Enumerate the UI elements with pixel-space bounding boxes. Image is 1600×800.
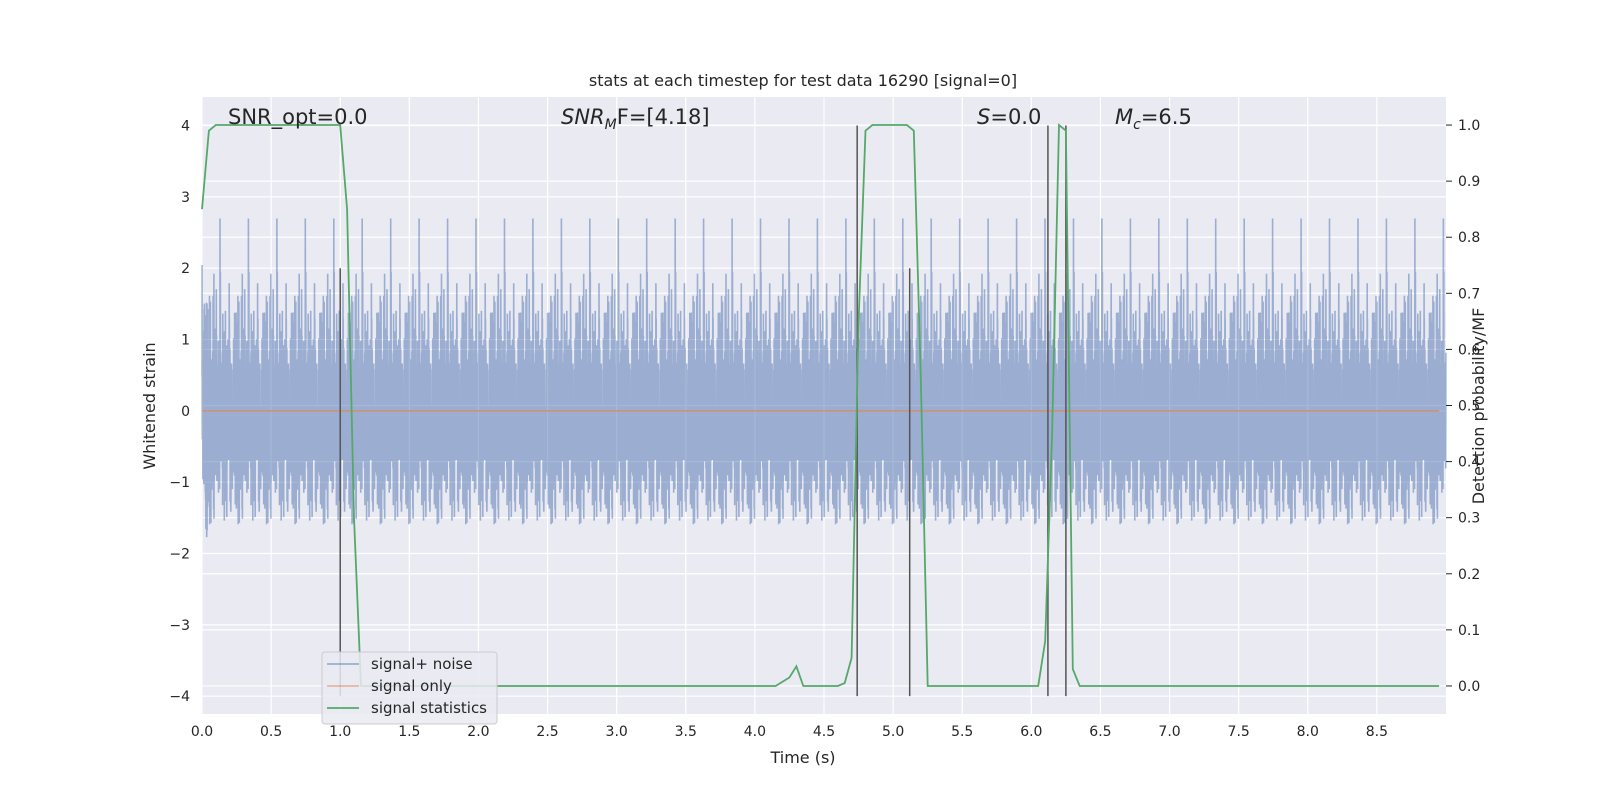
x-tick-label-17: 8.5: [1366, 724, 1388, 740]
annotation-mc-value: =6.5: [1141, 105, 1192, 129]
x-tick-label-8: 4.0: [744, 724, 766, 740]
chart-title: stats at each timestep for test data 162…: [589, 71, 1017, 90]
x-tick-label-14: 7.0: [1158, 724, 1180, 740]
series-signal-statistics: [201, 123, 1440, 687]
annotation-s-value: =0.0: [990, 105, 1041, 129]
legend-label-statistics: signal statistics: [371, 699, 487, 717]
y-left-tick-label-0: −4: [169, 689, 190, 705]
y-left-tick-label-1: −3: [169, 618, 190, 634]
y-axis-left-ticks: −4 −3 −2 −1 0 1 2 3 4: [169, 119, 190, 706]
y-right-tick-label-7: 0.7: [1458, 286, 1480, 302]
annotation-mc-label: M: [1115, 105, 1133, 129]
y-right-tick-label-1: 0.1: [1458, 623, 1480, 639]
x-tick-label-11: 5.5: [951, 724, 973, 740]
x-tick-label-15: 7.5: [1228, 724, 1250, 740]
y-right-tick-label-9: 0.9: [1458, 174, 1480, 190]
y-left-tick-label-2: −2: [169, 547, 190, 563]
annotation-mc-subscript: c: [1133, 117, 1141, 133]
annotation-snr-opt: SNR_opt=0.0: [228, 105, 368, 130]
y-right-tick-label-8: 0.8: [1458, 230, 1480, 246]
x-tick-label-2: 1.0: [329, 724, 351, 740]
annotation-snr-mf-subscript: M: [605, 117, 617, 133]
x-tick-label-13: 6.5: [1089, 724, 1111, 740]
noise-trace: [201, 218, 1447, 538]
y-left-tick-label-7: 3: [181, 190, 190, 206]
y-right-tick-label-3: 0.3: [1458, 511, 1480, 527]
annotation-snr-mf-value: F=[4.18]: [617, 105, 710, 129]
y-left-tick-label-8: 4: [181, 119, 190, 135]
x-tick-label-1: 0.5: [260, 724, 282, 740]
annotation-s-label: S: [977, 105, 990, 129]
x-tick-label-7: 3.5: [675, 724, 697, 740]
plot-area: [201, 97, 1447, 714]
x-tick-label-4: 2.0: [467, 724, 489, 740]
annotation-snr-mf: SNRMF=[4.18]: [561, 105, 710, 133]
y-axis-right-ticks: 0.0 0.1 0.2 0.3 0.4 0.5 0.6 0.7 0.8 0.9 1.0: [1446, 118, 1480, 695]
y-right-tick-label-5: 0.5: [1458, 399, 1480, 415]
legend: signal+ noise signal only signal statist…: [321, 651, 498, 725]
x-tick-label-9: 4.5: [813, 724, 835, 740]
y-right-tick-label-2: 0.2: [1458, 567, 1480, 583]
y-left-tick-label-5: 1: [181, 333, 190, 349]
y-left-tick-label-3: −1: [169, 475, 190, 491]
x-tick-label-0: 0.0: [191, 724, 213, 740]
y-axis-right-label: Detection probability/MF: [1469, 308, 1488, 505]
y-left-tick-label-4: 0: [181, 404, 190, 420]
x-axis-ticks: 0.0 0.5 1.0 1.5 2.0 2.5 3.0 3.5 4.0 4.5 5.0 5.5 6.0 6…: [191, 724, 1388, 740]
y-left-tick-label-6: 2: [181, 261, 190, 277]
y-axis-left-label: Whitened strain: [140, 342, 159, 469]
annotation-mc: Mc=6.5: [1115, 105, 1192, 133]
annotation-s: S=0.0: [977, 105, 1041, 129]
x-tick-label-6: 3.0: [606, 724, 628, 740]
series-signal-plus-noise: [201, 218, 1447, 538]
annotation-snr-mf-label: SNR: [561, 105, 605, 129]
legend-label-signal-only: signal only: [371, 677, 452, 695]
x-tick-label-12: 6.0: [1020, 724, 1042, 740]
x-tick-label-10: 5.0: [882, 724, 904, 740]
x-tick-label-3: 1.5: [398, 724, 420, 740]
y-right-tick-label-10: 1.0: [1458, 118, 1480, 134]
x-tick-label-5: 2.5: [536, 724, 558, 740]
legend-label-noise: signal+ noise: [371, 655, 473, 673]
x-axis-label: Time (s): [769, 748, 835, 767]
x-tick-label-16: 8.0: [1297, 724, 1319, 740]
legend-box: [321, 651, 498, 725]
y-right-tick-label-0: 0.0: [1458, 679, 1480, 695]
y-right-tick-label-4: 0.4: [1458, 455, 1480, 471]
y-right-tick-label-6: 0.6: [1458, 342, 1480, 358]
